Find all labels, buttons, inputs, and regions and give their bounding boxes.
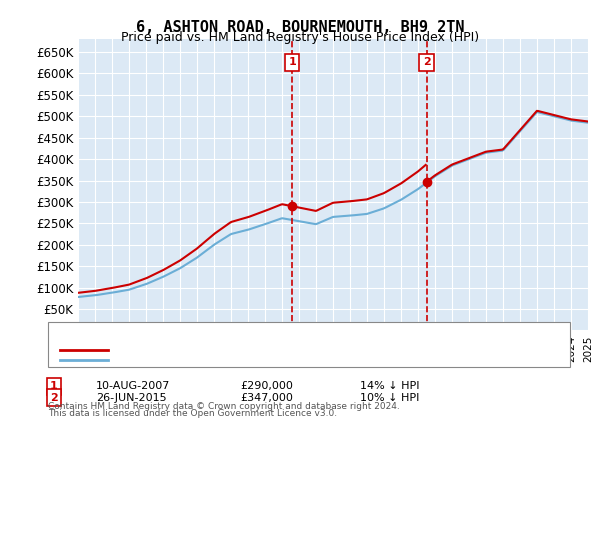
Text: 2: 2 [422,58,430,68]
Text: 26-JUN-2015: 26-JUN-2015 [96,393,167,403]
Text: 6, ASHTON ROAD, BOURNEMOUTH, BH9 2TN (detached house): 6, ASHTON ROAD, BOURNEMOUTH, BH9 2TN (de… [117,345,444,355]
Text: 6, ASHTON ROAD, BOURNEMOUTH, BH9 2TN: 6, ASHTON ROAD, BOURNEMOUTH, BH9 2TN [136,20,464,35]
Text: HPI: Average price, detached house, Bournemouth Christchurch and Poole: HPI: Average price, detached house, Bour… [117,354,505,365]
Text: 1: 1 [289,58,296,68]
Text: Contains HM Land Registry data © Crown copyright and database right 2024.: Contains HM Land Registry data © Crown c… [48,402,400,411]
Text: £290,000: £290,000 [240,381,293,391]
Text: £347,000: £347,000 [240,393,293,403]
Text: Price paid vs. HM Land Registry's House Price Index (HPI): Price paid vs. HM Land Registry's House … [121,31,479,44]
Text: 10% ↓ HPI: 10% ↓ HPI [360,393,419,403]
Text: 1: 1 [50,381,58,391]
Text: 2: 2 [50,393,58,403]
Text: 10-AUG-2007: 10-AUG-2007 [96,381,170,391]
Text: This data is licensed under the Open Government Licence v3.0.: This data is licensed under the Open Gov… [48,409,337,418]
Text: 14% ↓ HPI: 14% ↓ HPI [360,381,419,391]
